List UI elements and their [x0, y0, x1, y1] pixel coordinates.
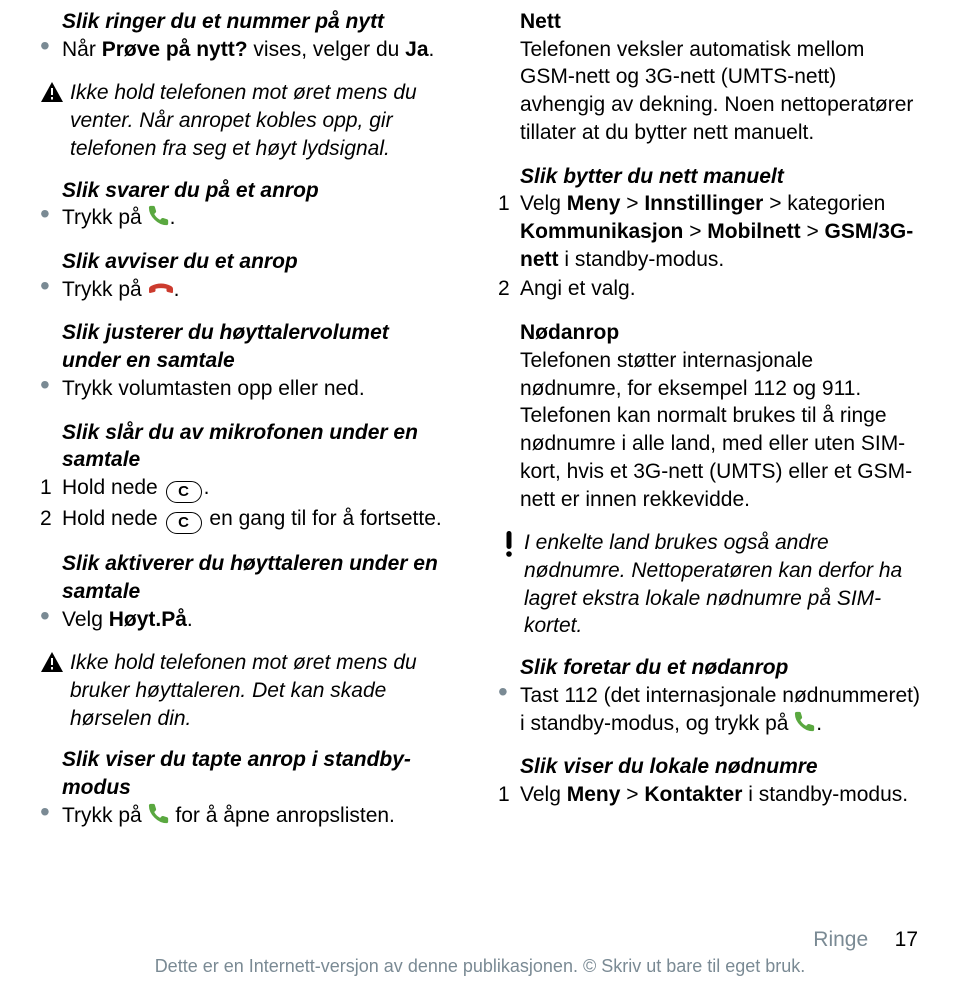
- heading-nett: Nett: [520, 8, 920, 36]
- heading-missed: Slik viser du tapte anrop i standby-modu…: [62, 746, 462, 801]
- heading-local-emergency: Slik viser du lokale nødnumre: [520, 753, 920, 781]
- heading-reject: Slik avviser du et anrop: [62, 248, 462, 276]
- local-emergency-step-1: Velg Meny > Kontakter i standby-modus.: [520, 781, 920, 809]
- reject-step: Trykk på .: [62, 276, 462, 304]
- speaker-step: Velg Høyt.På.: [62, 606, 462, 634]
- mute-step-1: Hold nede C.: [62, 474, 462, 503]
- switch-net-step-1: Velg Meny > Innstillinger > kategorien K…: [520, 190, 920, 273]
- heading-volume: Slik justerer du høyttalervolumetunder e…: [62, 319, 462, 374]
- warning-ear-wait: Ikke hold telefonen mot øret mens du ven…: [40, 79, 462, 162]
- c-key-icon: C: [166, 512, 202, 534]
- heading-answer: Slik svarer du på et anrop: [62, 177, 462, 205]
- call-icon: [148, 205, 170, 227]
- footer-section-name: Ringe: [813, 928, 868, 951]
- endcall-icon: [148, 277, 174, 299]
- c-key-icon: C: [166, 481, 202, 503]
- make-emergency-step: Tast 112 (det internasjonale nødnummeret…: [520, 682, 920, 737]
- heading-make-emergency: Slik foretar du et nødanrop: [520, 654, 920, 682]
- nett-body: Telefonen veksler automatisk mellom GSM-…: [520, 36, 920, 147]
- call-icon: [794, 711, 816, 733]
- warning-ear-speaker: Ikke hold telefonen mot øret mens du bru…: [40, 649, 462, 732]
- missed-step: Trykk på for å åpne anropslisten.: [62, 802, 462, 830]
- footer-copyright: Dette er en Internett-versjon av denne p…: [0, 956, 960, 977]
- answer-step: Trykk på .: [62, 204, 462, 232]
- mute-step-2: Hold nede C en gang til for å fortsette.: [62, 505, 462, 534]
- heading-mute: Slik slår du av mikrofonen under ensamta…: [62, 419, 462, 474]
- heading-redial: Slik ringer du et nummer på nytt: [62, 8, 462, 36]
- warning-ear-wait-text: Ikke hold telefonen mot øret mens du ven…: [70, 79, 462, 162]
- heading-emergency: Nødanrop: [520, 319, 920, 347]
- warning-emergency-text: I enkelte land brukes også andre nødnumr…: [524, 529, 920, 640]
- call-icon: [148, 803, 170, 825]
- emergency-body: Telefonen støtter internasjonale nødnumr…: [520, 347, 920, 513]
- warning-ear-speaker-text: Ikke hold telefonen mot øret mens du bru…: [70, 649, 462, 732]
- switch-net-step-2: Angi et valg.: [520, 275, 920, 303]
- warning-triangle-icon: [40, 79, 64, 108]
- volume-step: Trykk volumtasten opp eller ned.: [62, 375, 462, 403]
- warning-triangle-icon: [40, 649, 64, 678]
- exclamation-icon: [504, 529, 518, 562]
- warning-emergency-numbers: I enkelte land brukes også andre nødnumr…: [498, 529, 920, 640]
- heading-switch-net: Slik bytter du nett manuelt: [520, 163, 920, 191]
- page-footer: Ringe 17 Dette er en Internett-versjon a…: [0, 928, 960, 977]
- heading-speaker: Slik aktiverer du høyttaleren under ensa…: [62, 550, 462, 605]
- redial-step: Når Prøve på nytt? vises, velger du Ja.: [62, 36, 462, 64]
- footer-page-number: 17: [874, 928, 918, 952]
